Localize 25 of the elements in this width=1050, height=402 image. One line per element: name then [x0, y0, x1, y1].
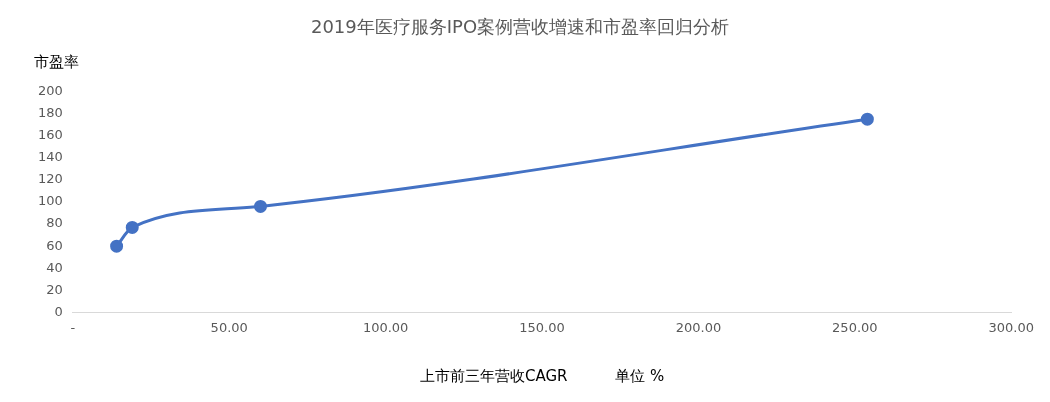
x-tick-label: 50.00 [210, 319, 248, 335]
x-tick-label: 150.00 [519, 319, 565, 335]
x-tick-label: 200.00 [675, 319, 722, 335]
point [125, 220, 139, 234]
y-tick-label: 40 [46, 259, 63, 275]
point [110, 239, 124, 253]
y-tick-label: 160 [37, 127, 63, 143]
y-axis-title: 市盈率 [34, 52, 79, 71]
y-tick-label: 60 [46, 237, 63, 253]
y-tick-label: 140 [37, 149, 63, 165]
point [860, 112, 874, 126]
y-tick-label: 80 [46, 215, 63, 231]
y-tick-label: 180 [37, 105, 63, 121]
x-tick-label: 250.00 [832, 319, 878, 335]
chart-title: 2019年医疗服务IPO案例营收增速和市盈率回归分析 [310, 16, 730, 38]
y-tick-label: 100 [37, 193, 63, 209]
y-tick-label: 20 [46, 281, 63, 297]
y-tick-label: 200 [37, 82, 63, 98]
y-tick-label: 0 [54, 303, 63, 319]
x-axis-title: 上市前三年营收CAGR 单位 % [419, 366, 665, 385]
x-tick-label: 100.00 [362, 319, 409, 335]
y-tick-label: 120 [37, 171, 63, 187]
x-tick-label: - [70, 319, 76, 335]
point [254, 199, 267, 213]
x-tick-label: 300.00 [988, 319, 1035, 335]
